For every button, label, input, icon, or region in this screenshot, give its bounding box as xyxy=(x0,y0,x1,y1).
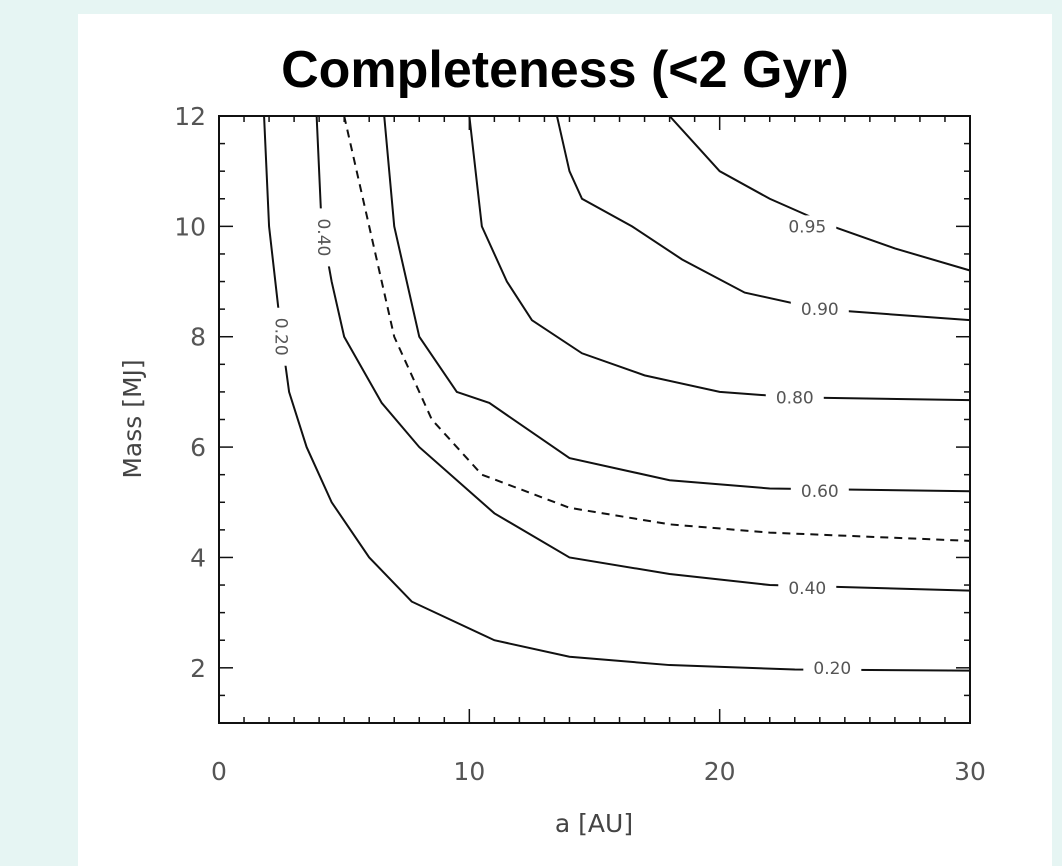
x-tick-label: 0 xyxy=(211,757,227,786)
x-tick-label: 20 xyxy=(704,757,736,786)
contour-label: 0.60 xyxy=(790,480,849,503)
x-axis-label: a [AU] xyxy=(555,809,633,838)
contour-line xyxy=(383,115,971,493)
contour-label-text: 0.95 xyxy=(788,217,826,237)
contour-label-bg xyxy=(790,298,849,321)
contour-label: 0.20 xyxy=(803,656,862,679)
y-tick-label: 4 xyxy=(190,543,206,572)
x-tick-label: 10 xyxy=(453,757,485,786)
contour-label-group: 0.20 0.40 0.60 0.80 0.90 0.95 0.20 0.40 xyxy=(270,208,862,679)
contour-label-bg xyxy=(778,576,837,599)
series-group xyxy=(263,115,971,672)
contour-label-bg xyxy=(765,386,824,409)
y-tick-label: 10 xyxy=(174,212,206,241)
contour-label-bg xyxy=(313,208,336,267)
contour-label: 0.80 xyxy=(765,386,824,409)
contour-label-text: 0.20 xyxy=(813,659,851,679)
contour-label-text: 0.60 xyxy=(801,482,839,502)
plot-frame xyxy=(218,115,971,724)
contour-line xyxy=(555,115,971,322)
contour-label-bg xyxy=(790,480,849,503)
contour-label-text: 0.40 xyxy=(788,579,826,599)
contour-label-bg xyxy=(803,656,862,679)
y-tick-label: 12 xyxy=(174,102,206,131)
contour-label-text: 0.90 xyxy=(801,300,839,320)
contour-label-text: 0.20 xyxy=(271,318,291,356)
y-tick-label: 2 xyxy=(190,654,206,683)
y-axis-label: Mass [MJ] xyxy=(118,359,147,478)
contour-line xyxy=(668,115,971,272)
contour-line xyxy=(468,115,971,402)
contour-label-bg xyxy=(778,215,837,238)
y-tick-label: 8 xyxy=(190,323,206,352)
contour-label-bg xyxy=(270,307,293,366)
contour-label: 0.20 xyxy=(270,307,293,366)
y-tick-label: 6 xyxy=(190,433,206,462)
chart-title: Completeness (<2 Gyr) xyxy=(281,41,849,99)
contour-label: 0.40 xyxy=(778,576,837,599)
x-tick-label: 30 xyxy=(954,757,986,786)
tick-group: 0 10 20 30 2 4 6 8 10 12 xyxy=(174,102,986,786)
contour-label-text: 0.40 xyxy=(313,218,333,256)
contour-label: 0.90 xyxy=(790,298,849,321)
contour-label-text: 0.80 xyxy=(776,388,814,408)
contour-label: 0.95 xyxy=(778,215,837,238)
contour-label: 0.40 xyxy=(313,208,336,267)
